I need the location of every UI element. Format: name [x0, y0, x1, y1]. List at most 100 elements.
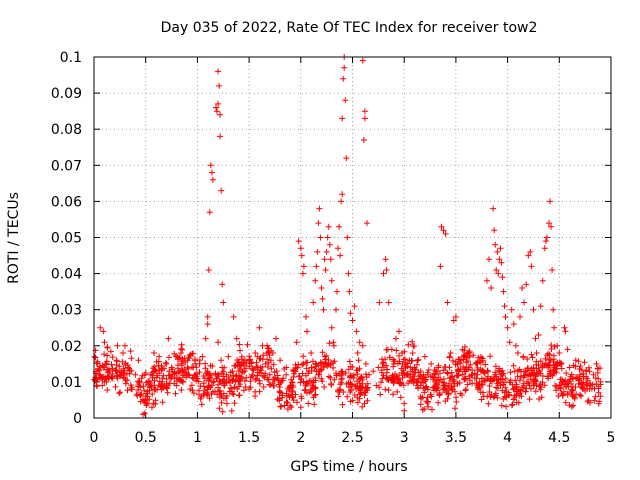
y-tick-label: 0 — [73, 411, 82, 427]
data-point — [331, 376, 338, 383]
data-point — [296, 373, 303, 380]
data-point — [532, 388, 539, 395]
data-point — [390, 360, 397, 367]
data-point — [178, 345, 185, 352]
chart-title: Day 035 of 2022, Rate Of TEC Index for r… — [161, 20, 538, 36]
data-point — [364, 220, 370, 227]
data-point — [252, 350, 259, 356]
data-point — [393, 347, 400, 354]
data-point — [547, 198, 553, 205]
data-point — [353, 386, 360, 392]
data-point — [459, 371, 466, 378]
data-point — [581, 359, 588, 366]
data-point — [230, 313, 237, 320]
data-point — [138, 391, 145, 398]
data-point — [161, 382, 168, 389]
data-point — [218, 187, 225, 194]
data-point — [549, 267, 556, 273]
data-point — [491, 227, 498, 234]
data-point — [223, 400, 230, 407]
data-point — [172, 390, 179, 397]
data-point — [132, 371, 139, 378]
data-point — [319, 295, 326, 302]
data-point — [104, 344, 111, 351]
data-point — [342, 97, 349, 104]
data-point — [415, 356, 422, 363]
data-point — [346, 288, 353, 295]
axis-ticks — [93, 56, 612, 419]
data-point — [519, 285, 526, 291]
data-point — [473, 382, 480, 388]
data-point — [354, 367, 361, 374]
data-point — [219, 281, 226, 288]
data-point — [234, 385, 241, 392]
data-point — [328, 380, 335, 387]
data-point — [214, 375, 221, 382]
data-point — [229, 390, 236, 397]
data-point — [341, 64, 348, 71]
data-point — [96, 363, 103, 370]
data-point — [413, 379, 420, 386]
tick-labels: 0 0.5 1 1.5 2 2.5 3 3.5 4 4.5 5 0 0.01 0.02 0.03 0.04 0.… — [51, 50, 616, 446]
data-point — [181, 372, 187, 379]
data-point — [236, 361, 243, 368]
y-tick-label: 0.08 — [51, 122, 82, 138]
data-point — [591, 385, 598, 392]
data-point — [477, 359, 484, 366]
data-point — [475, 386, 481, 393]
data-point — [578, 381, 585, 388]
data-point — [344, 234, 351, 241]
data-point — [528, 263, 535, 270]
data-point — [452, 361, 459, 368]
data-point — [446, 375, 453, 382]
data-point — [391, 376, 398, 383]
data-point — [473, 360, 480, 367]
data-point — [453, 398, 460, 405]
data-point — [500, 288, 507, 295]
data-point — [269, 380, 276, 386]
data-point — [288, 404, 295, 411]
data-point — [135, 379, 142, 386]
data-point — [256, 377, 263, 384]
data-point — [249, 371, 256, 378]
data-point — [179, 346, 186, 353]
data-point — [545, 375, 552, 382]
data-point — [550, 362, 557, 369]
data-point — [502, 313, 509, 320]
data-point — [253, 375, 260, 382]
data-point — [112, 367, 119, 374]
data-point — [265, 348, 272, 355]
data-point — [213, 104, 219, 111]
data-point — [433, 387, 440, 394]
data-point — [463, 386, 469, 393]
data-point — [389, 372, 396, 379]
data-point — [424, 400, 431, 406]
data-point — [425, 367, 432, 373]
data-point — [271, 376, 278, 383]
data-point — [429, 406, 435, 413]
data-point — [445, 390, 452, 397]
data-point — [432, 378, 439, 385]
data-point — [459, 346, 466, 353]
data-point — [141, 410, 148, 417]
y-tick-label: 0.07 — [51, 158, 82, 174]
data-point — [319, 349, 326, 356]
data-point — [190, 350, 197, 357]
data-point — [201, 387, 208, 394]
data-point — [302, 359, 309, 366]
data-point — [176, 368, 183, 375]
data-point — [431, 371, 438, 378]
data-point — [361, 108, 368, 115]
data-point — [142, 393, 149, 400]
data-point — [266, 371, 273, 378]
data-point — [171, 375, 178, 382]
data-point — [237, 381, 244, 388]
data-point — [510, 385, 517, 392]
data-point — [349, 364, 356, 370]
data-point — [256, 369, 263, 376]
data-point — [591, 397, 598, 404]
data-point — [411, 343, 418, 350]
x-tick-label: 2 — [296, 430, 305, 446]
data-point — [283, 364, 290, 371]
data-point — [450, 378, 457, 385]
